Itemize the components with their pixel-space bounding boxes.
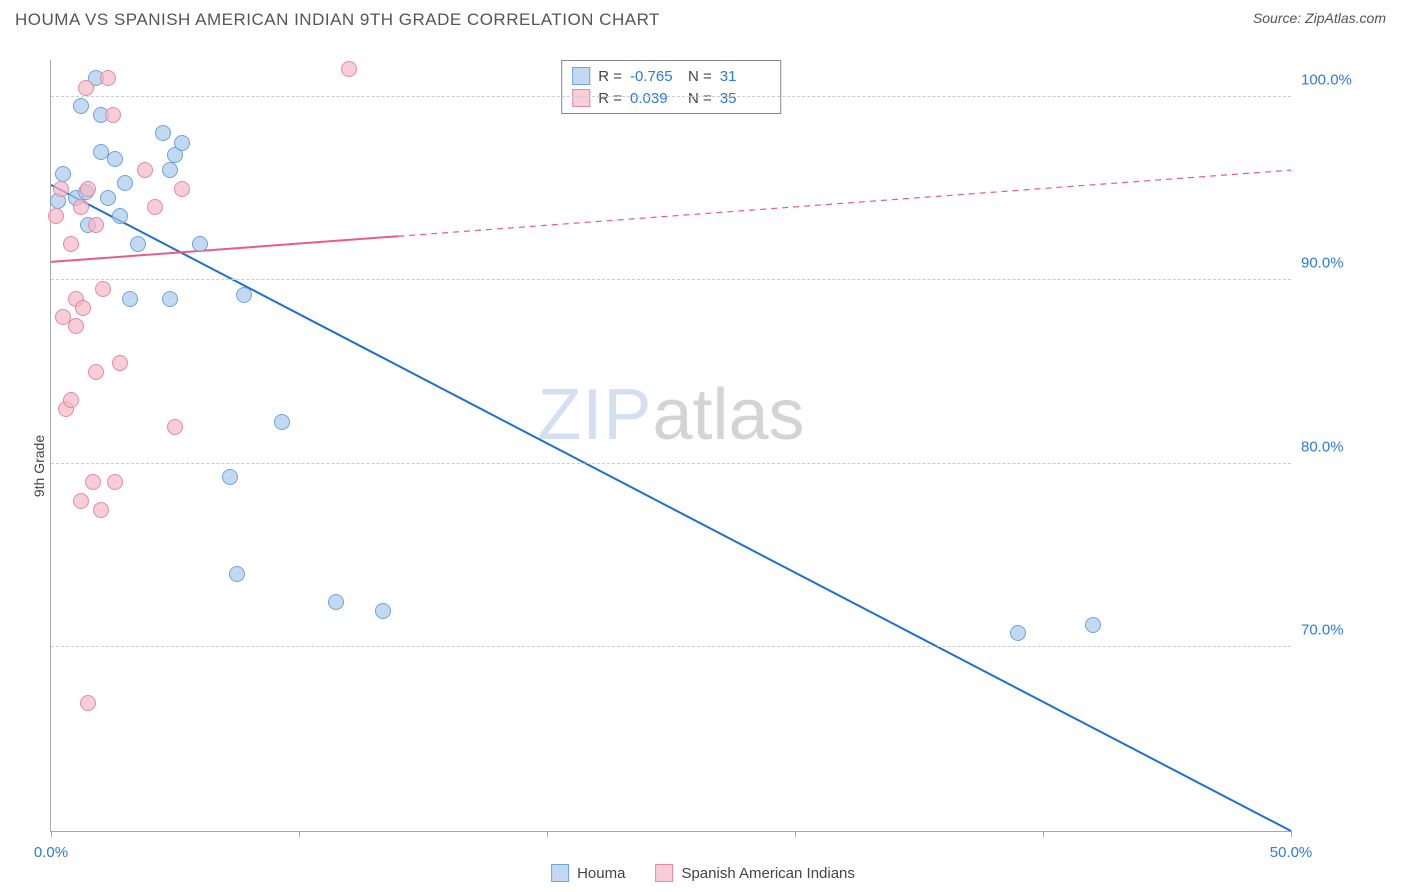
data-point bbox=[162, 162, 178, 178]
y-tick-label: 100.0% bbox=[1301, 71, 1386, 88]
plot-region: ZIPatlas R =-0.765N =31R =0.039N =35 70.… bbox=[50, 60, 1291, 832]
x-tick bbox=[795, 831, 796, 837]
data-point bbox=[63, 392, 79, 408]
data-point bbox=[147, 199, 163, 215]
watermark: ZIPatlas bbox=[537, 374, 804, 456]
data-point bbox=[174, 181, 190, 197]
data-point bbox=[88, 364, 104, 380]
data-point bbox=[137, 162, 153, 178]
watermark-atlas: atlas bbox=[652, 375, 804, 455]
data-point bbox=[88, 217, 104, 233]
y-tick-label: 70.0% bbox=[1301, 622, 1386, 639]
data-point bbox=[229, 566, 245, 582]
data-point bbox=[48, 208, 64, 224]
y-tick-label: 80.0% bbox=[1301, 438, 1386, 455]
watermark-zip: ZIP bbox=[537, 375, 652, 455]
r-label: R = bbox=[598, 90, 622, 107]
data-point bbox=[68, 318, 84, 334]
legend-label: Houma bbox=[577, 865, 625, 882]
data-point bbox=[53, 181, 69, 197]
data-point bbox=[73, 98, 89, 114]
data-point bbox=[73, 493, 89, 509]
data-point bbox=[75, 300, 91, 316]
r-value: -0.765 bbox=[630, 68, 680, 85]
legend-item: Spanish American Indians bbox=[655, 864, 854, 882]
data-point bbox=[117, 175, 133, 191]
data-point bbox=[375, 603, 391, 619]
series-swatch bbox=[572, 67, 590, 85]
y-axis-label: 9th Grade bbox=[31, 435, 47, 497]
data-point bbox=[100, 190, 116, 206]
data-point bbox=[93, 144, 109, 160]
data-point bbox=[274, 414, 290, 430]
data-point bbox=[236, 287, 252, 303]
series-swatch bbox=[572, 89, 590, 107]
stats-row: R = 0.039 N = 35 bbox=[572, 87, 770, 109]
data-point bbox=[55, 166, 71, 182]
data-point bbox=[105, 107, 121, 123]
data-point bbox=[112, 208, 128, 224]
data-point bbox=[1010, 625, 1026, 641]
x-tick-label: 0.0% bbox=[34, 844, 68, 861]
chart-title: HOUMA VS SPANISH AMERICAN INDIAN 9TH GRA… bbox=[15, 10, 660, 30]
data-point bbox=[328, 594, 344, 610]
data-point bbox=[100, 70, 116, 86]
stats-row: R = -0.765 N = 31 bbox=[572, 65, 770, 87]
data-point bbox=[122, 291, 138, 307]
source-name: ZipAtlas.com bbox=[1305, 10, 1386, 26]
data-point bbox=[167, 419, 183, 435]
data-point bbox=[93, 502, 109, 518]
gridline-h bbox=[51, 463, 1291, 464]
gridline-h bbox=[51, 96, 1291, 97]
data-point bbox=[73, 199, 89, 215]
data-point bbox=[222, 469, 238, 485]
legend-swatch bbox=[655, 864, 673, 882]
stats-legend-box: R = -0.765 N = 31 R = 0.039 N = 35 bbox=[561, 60, 781, 114]
data-point bbox=[1085, 617, 1101, 633]
r-label: R = bbox=[598, 68, 622, 85]
data-point bbox=[85, 474, 101, 490]
data-point bbox=[78, 80, 94, 96]
data-point bbox=[95, 281, 111, 297]
data-point bbox=[162, 291, 178, 307]
n-value: 35 bbox=[720, 90, 770, 107]
data-point bbox=[80, 181, 96, 197]
x-tick bbox=[51, 831, 52, 837]
legend-swatch bbox=[551, 864, 569, 882]
n-label: N = bbox=[688, 90, 712, 107]
r-value: 0.039 bbox=[630, 90, 680, 107]
x-tick bbox=[1043, 831, 1044, 837]
n-label: N = bbox=[688, 68, 712, 85]
y-tick-label: 90.0% bbox=[1301, 255, 1386, 272]
data-point bbox=[112, 355, 128, 371]
data-point bbox=[174, 135, 190, 151]
data-point bbox=[107, 474, 123, 490]
legend-label: Spanish American Indians bbox=[681, 865, 854, 882]
gridline-h bbox=[51, 646, 1291, 647]
data-point bbox=[155, 125, 171, 141]
data-point bbox=[192, 236, 208, 252]
data-point bbox=[130, 236, 146, 252]
data-point bbox=[107, 151, 123, 167]
data-point bbox=[63, 236, 79, 252]
legend-item: Houma bbox=[551, 864, 625, 882]
chart-header: HOUMA VS SPANISH AMERICAN INDIAN 9TH GRA… bbox=[0, 0, 1406, 30]
data-point bbox=[80, 695, 96, 711]
chart-area: 9th Grade ZIPatlas R = -0.765 N = 31 R = 0.03… bbox=[0, 40, 1406, 892]
source-label: Source: bbox=[1253, 10, 1305, 26]
data-point bbox=[341, 61, 357, 77]
n-value: 31 bbox=[720, 68, 770, 85]
x-tick bbox=[1291, 831, 1292, 837]
series-legend: Houma Spanish American Indians bbox=[551, 864, 855, 882]
x-tick-label: 50.0% bbox=[1270, 844, 1313, 861]
trend-lines bbox=[51, 60, 1291, 831]
x-tick bbox=[299, 831, 300, 837]
x-tick bbox=[547, 831, 548, 837]
gridline-h bbox=[51, 279, 1291, 280]
source-attribution: Source: ZipAtlas.com bbox=[1253, 10, 1386, 26]
